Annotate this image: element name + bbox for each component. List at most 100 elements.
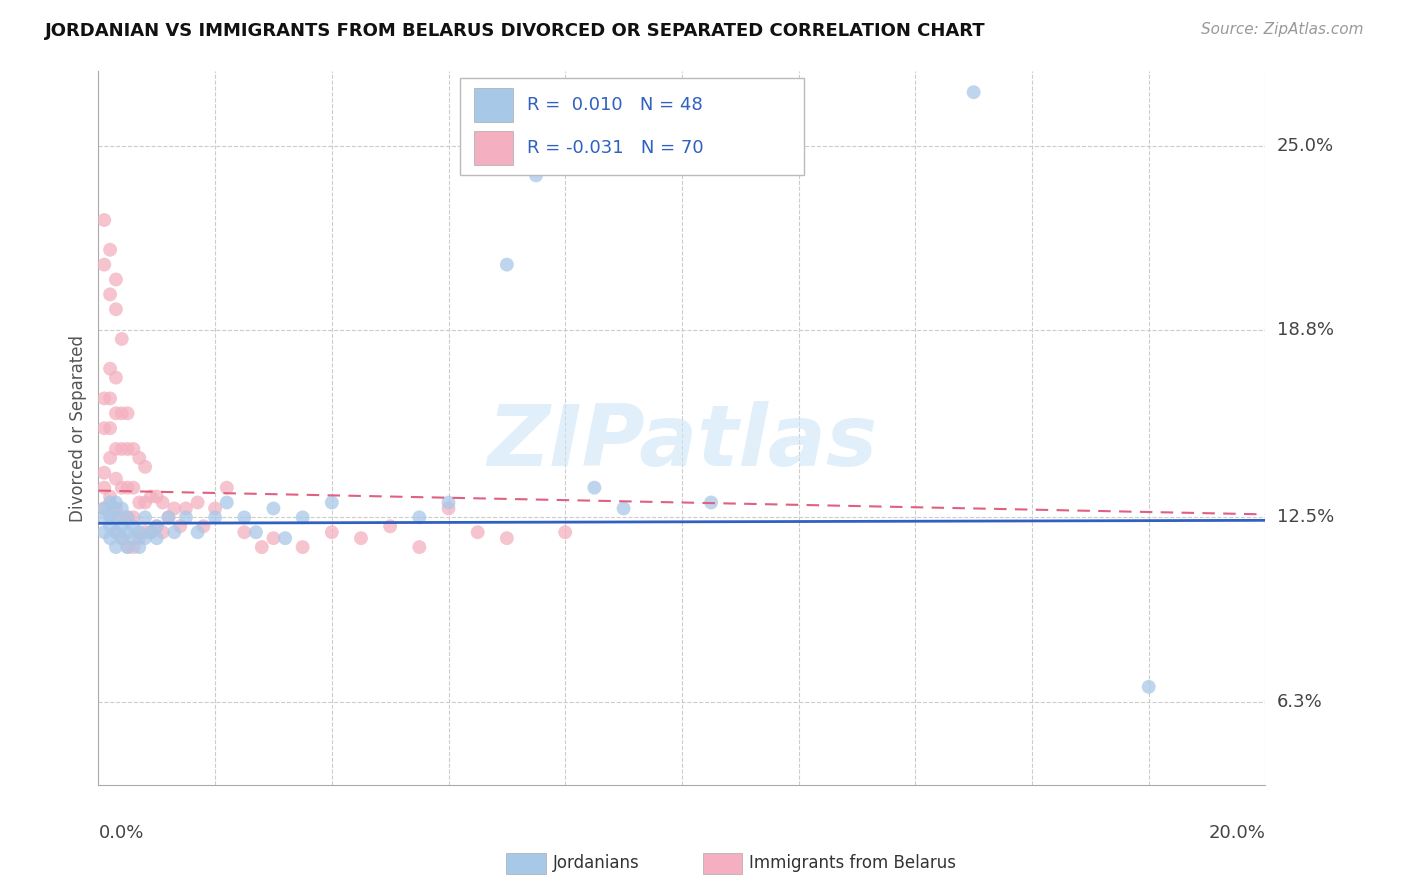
Point [98,490,121,504]
Point [250,540,273,554]
Point [104,525,127,540]
Point [104,525,127,540]
FancyBboxPatch shape [474,87,513,122]
Point [233,510,256,524]
Point [245,525,267,540]
Point [262,531,284,545]
Point [169,519,191,533]
Point [163,501,186,516]
Point [128,540,150,554]
Point [962,85,984,99]
Point [524,169,547,183]
Point [467,85,489,99]
Point [122,442,145,456]
Point [187,495,209,509]
Point [98,243,121,257]
Text: 25.0%: 25.0% [1277,136,1334,154]
Point [104,406,127,420]
Point [215,495,238,509]
Point [104,272,127,286]
Point [122,531,145,545]
Point [104,510,127,524]
Point [204,510,226,524]
Point [98,531,121,545]
Point [204,501,226,516]
Point [111,501,134,516]
Point [104,540,127,554]
Point [111,519,134,533]
Point [98,392,121,406]
Text: JORDANIAN VS IMMIGRANTS FROM BELARUS DIVORCED OR SEPARATED CORRELATION CHART: JORDANIAN VS IMMIGRANTS FROM BELARUS DIV… [45,22,986,40]
Point [98,519,121,533]
Point [117,442,139,456]
Point [111,531,134,545]
Point [152,525,174,540]
Point [117,540,139,554]
Point [146,531,169,545]
Point [128,525,150,540]
Point [134,525,156,540]
Point [437,501,460,516]
Point [139,490,162,504]
Point [157,510,180,524]
Point [134,531,156,545]
Point [193,519,215,533]
Point [117,406,139,420]
Point [98,287,121,301]
Point [174,510,197,524]
Point [146,519,169,533]
Point [134,459,156,474]
Point [700,495,723,509]
Point [187,525,209,540]
Point [1137,680,1160,694]
Point [128,495,150,509]
Point [146,519,169,533]
Point [122,510,145,524]
Text: Immigrants from Belarus: Immigrants from Belarus [749,855,956,872]
Point [98,508,121,522]
Point [408,510,430,524]
Point [117,510,139,524]
FancyBboxPatch shape [460,78,804,175]
Point [93,501,115,516]
Point [233,525,256,540]
Text: R = -0.031   N = 70: R = -0.031 N = 70 [527,139,703,157]
Y-axis label: Divorced or Separated: Divorced or Separated [69,334,87,522]
Point [146,490,169,504]
Point [98,495,121,509]
Point [122,519,145,533]
Point [139,525,162,540]
Text: Jordanians: Jordanians [553,855,640,872]
Point [122,481,145,495]
Point [93,421,115,435]
Text: R =  0.010   N = 48: R = 0.010 N = 48 [527,95,703,113]
Point [98,361,121,376]
Point [274,531,297,545]
Point [104,495,127,509]
Point [128,531,150,545]
Text: 6.3%: 6.3% [1277,693,1322,711]
Point [111,510,134,524]
Point [612,501,634,516]
Point [321,495,343,509]
Point [117,510,139,524]
Point [291,540,314,554]
Text: ZIPatlas: ZIPatlas [486,401,877,484]
Point [291,510,314,524]
Point [496,531,519,545]
Point [111,442,134,456]
Point [467,525,489,540]
Point [554,525,576,540]
Point [117,481,139,495]
Point [93,213,115,227]
Point [215,481,238,495]
Point [93,258,115,272]
Point [122,540,145,554]
Point [117,540,139,554]
Point [93,501,115,516]
Point [104,302,127,317]
Text: 20.0%: 20.0% [1209,824,1265,842]
Point [93,510,115,524]
Point [104,442,127,456]
Point [152,495,174,509]
